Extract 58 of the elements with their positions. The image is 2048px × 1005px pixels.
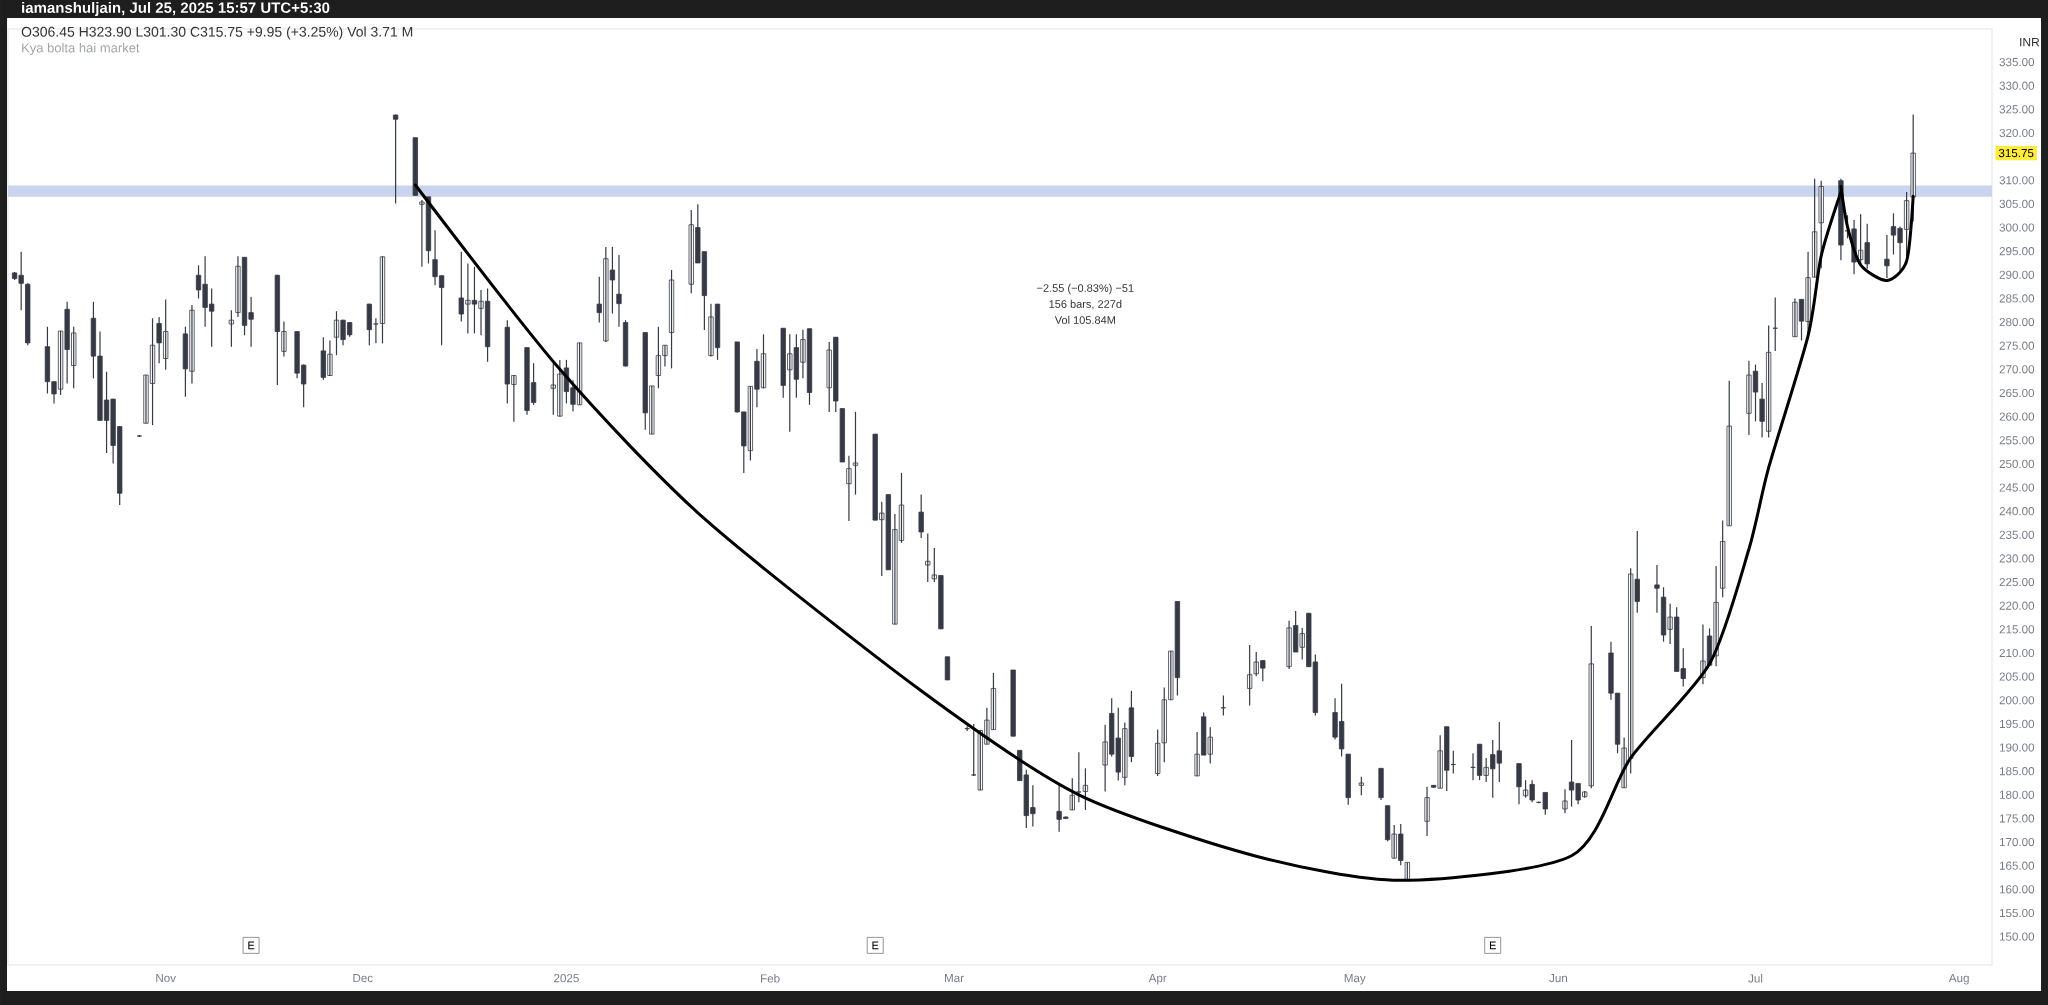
y-tick-label: 265.00 xyxy=(1999,388,2035,398)
y-tick-label: 240.00 xyxy=(1999,507,2035,516)
annotation: E xyxy=(248,941,255,950)
y-tick-label: 180.00 xyxy=(1999,790,2035,799)
y-tick-label: 255.00 xyxy=(1999,436,2035,445)
y-tick-label: 175.00 xyxy=(1999,814,2035,823)
y-tick-label: 160.00 xyxy=(1999,885,2035,894)
y-tick-label: 335.00 xyxy=(1999,57,2035,67)
y-tick-label: 320.00 xyxy=(1999,128,2035,138)
y-tick-label: 230.00 xyxy=(1999,554,2035,563)
text: 315.75 xyxy=(1998,148,2034,158)
y-tick-label: 270.00 xyxy=(1999,365,2035,374)
y-tick-label: 210.00 xyxy=(1999,648,2035,658)
x-tick-label: Mar xyxy=(944,974,964,983)
y-tick-label: 250.00 xyxy=(1999,459,2035,469)
annotation: E xyxy=(1489,941,1496,950)
y-tick-label: 330.00 xyxy=(1999,81,2035,90)
y-tick-label: 200.00 xyxy=(1999,696,2035,705)
y-tick-label: 300.00 xyxy=(1999,223,2035,232)
x-tick-label: May xyxy=(1344,974,1366,985)
chart-subtitle: O306.45 H323.90 L301.30 C315.75 +9.95 (+3.25%) Vol 3.71 M xyxy=(21,26,413,40)
y-tick-label: 245.00 xyxy=(1999,483,2035,492)
y-tick-label: 170.00 xyxy=(1999,837,2035,847)
y-tick-label: 290.00 xyxy=(1999,270,2035,279)
annotation: Kya bolta hai market xyxy=(22,42,140,56)
y-tick-label: 325.00 xyxy=(1999,105,2035,114)
x-tick-label: Feb xyxy=(761,974,780,983)
y-tick-label: 235.00 xyxy=(1999,530,2035,539)
y-tick-label: 215.00 xyxy=(1999,625,2035,634)
y-tick-label: 195.00 xyxy=(1999,719,2035,729)
y-tick-label: 190.00 xyxy=(1999,743,2035,752)
x-tick-label: Dec xyxy=(353,974,373,983)
annotation: E xyxy=(872,941,879,950)
y-tick-label: 260.00 xyxy=(1999,412,2035,421)
y-tick-label: 280.00 xyxy=(1999,317,2035,327)
y-tick-label: 310.00 xyxy=(1999,176,2035,185)
x-tick-label: Nov xyxy=(156,974,176,983)
chart-title: iamanshuljain, Jul 25, 2025 15:57 UTC+5:30 xyxy=(22,2,330,16)
annotation: 156 bars, 227d xyxy=(1049,299,1122,310)
annotation: Vol 105.84M xyxy=(1054,315,1115,324)
y-tick-label: 205.00 xyxy=(1999,672,2035,681)
y-tick-label: 225.00 xyxy=(1999,577,2035,587)
y-tick-label: 185.00 xyxy=(1999,767,2035,776)
annotation: −2.55 (−0.83%) −51 xyxy=(1037,283,1134,295)
x-tick-label: Jul xyxy=(1748,974,1763,983)
y-tick-label: 295.00 xyxy=(1999,247,2035,256)
y-tick-label: 285.00 xyxy=(1999,294,2035,303)
y-tick-label: 275.00 xyxy=(1999,341,2035,350)
y-tick-label: 305.00 xyxy=(1999,199,2035,209)
x-tick-label: 2025 xyxy=(554,974,579,983)
y-tick-label: 165.00 xyxy=(1999,861,2035,870)
y-axis-title: INR xyxy=(2020,38,2040,47)
x-tick-label: Apr xyxy=(1148,974,1167,985)
y-tick-label: 220.00 xyxy=(1999,601,2035,610)
x-tick-label: Aug xyxy=(1948,974,1969,985)
x-tick-label: Jun xyxy=(1549,974,1568,983)
y-tick-label: 155.00 xyxy=(1999,908,2035,918)
y-tick-label: 150.00 xyxy=(1999,932,2035,941)
